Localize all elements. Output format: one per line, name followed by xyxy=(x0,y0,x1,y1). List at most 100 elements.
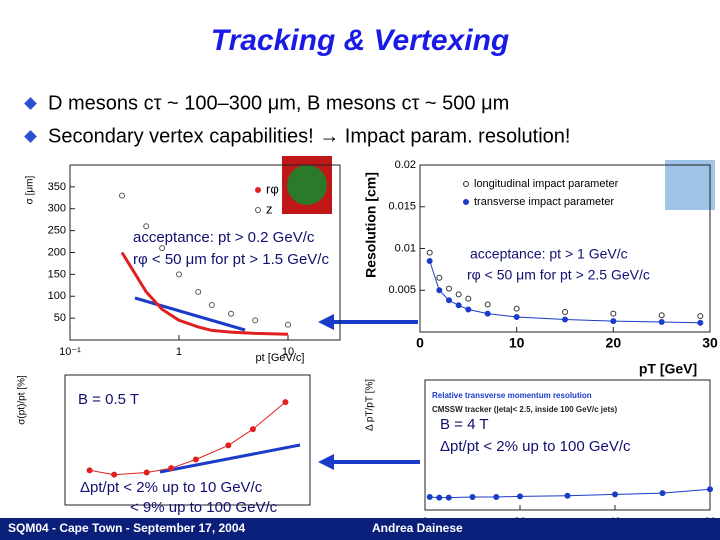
y-axis-label: σ [μm] xyxy=(25,175,36,204)
y-tick-label: 0.02 xyxy=(395,159,416,171)
data-point xyxy=(168,465,175,472)
plot-frame xyxy=(424,379,711,511)
y-tick-label: 100 xyxy=(48,290,66,302)
y-tick-label: 300 xyxy=(48,203,66,215)
y-tick-label: 0.005 xyxy=(388,284,416,296)
x-tick-label: 10⁻¹ xyxy=(59,346,81,358)
x-axis-label: pT [GeV] xyxy=(639,361,697,377)
bullet-icon xyxy=(24,130,37,143)
data-point xyxy=(484,310,491,317)
y-tick-label: 350 xyxy=(48,181,66,193)
data-point xyxy=(513,305,520,312)
x-tick-label: 20 xyxy=(606,335,622,351)
slide-title: Tracking & Vertexing xyxy=(211,24,509,57)
x-tick-label: 10 xyxy=(509,335,525,351)
data-point xyxy=(436,274,443,281)
legend-label: CMSSW tracker (|eta|< 2.5, inside 100 Ge… xyxy=(432,405,618,414)
y-axis-label: Resolution [cm] xyxy=(363,172,379,278)
data-point xyxy=(612,491,618,498)
data-point xyxy=(143,223,150,230)
x-tick-label: 10 xyxy=(282,346,294,358)
annotation: acceptance: pt > 0.2 GeV/c xyxy=(133,229,315,246)
legend-marker xyxy=(463,199,469,205)
data-point xyxy=(208,302,215,308)
arrow-head xyxy=(318,314,334,330)
data-point xyxy=(111,471,118,478)
highlight-line xyxy=(134,296,246,332)
footer-text: SQM04 - Cape Town - September 17, 2004 xyxy=(8,521,246,535)
y-tick-label: 150 xyxy=(48,268,66,280)
data-point xyxy=(436,494,443,501)
annotation: B = 0.5 T xyxy=(78,391,139,408)
series-line xyxy=(89,401,286,476)
y-tick-label: 250 xyxy=(48,225,66,237)
legend-marker xyxy=(255,207,261,213)
data-point xyxy=(697,319,704,326)
highlight-line xyxy=(159,443,301,474)
legend-marker xyxy=(463,181,469,187)
data-point xyxy=(282,399,289,406)
data-point xyxy=(426,494,433,500)
data-point xyxy=(446,285,452,292)
bullet-text: D mesons cτ ~ 100–300 μm, B mesons cτ ~ … xyxy=(48,92,509,114)
data-point xyxy=(228,310,235,317)
annotation: rφ < 50 μm for pt > 2.5 GeV/c xyxy=(467,267,650,283)
series-line xyxy=(429,488,711,499)
y-tick-label: 50 xyxy=(54,312,66,324)
x-axis-label: pt [GeV/c] xyxy=(256,352,305,364)
data-point xyxy=(225,442,232,449)
data-point xyxy=(465,306,472,313)
y-tick-label: 0.01 xyxy=(395,242,416,254)
data-point xyxy=(658,312,665,319)
y-axis-label: Δ pT/pT [%] xyxy=(365,379,376,431)
data-point xyxy=(562,308,568,315)
data-point xyxy=(455,302,462,309)
footer-bar xyxy=(0,518,720,540)
legend-label: Relative transverse momentum resolution xyxy=(432,391,592,400)
y-tick-label: 0.015 xyxy=(388,201,416,213)
annotation: B = 4 T xyxy=(440,416,489,433)
data-point xyxy=(564,492,571,499)
arrow-head xyxy=(318,454,334,470)
legend-label: longitudinal impact parameter xyxy=(474,178,619,190)
data-point xyxy=(659,490,666,497)
data-point xyxy=(445,494,452,501)
annotation: Δpt/pt < 2% up to 10 GeV/c xyxy=(80,479,263,496)
data-point xyxy=(86,467,93,474)
data-point xyxy=(610,318,617,325)
data-point xyxy=(119,192,126,199)
x-tick-label: 30 xyxy=(702,335,718,351)
bullet-text: Secondary vertex capabilities! → Impact … xyxy=(48,125,570,147)
data-point xyxy=(284,321,291,328)
legend-marker xyxy=(255,187,261,193)
data-point xyxy=(175,271,182,278)
annotation: < 9% up to 100 GeV/c xyxy=(130,499,278,516)
data-point xyxy=(455,291,462,298)
cms-logo xyxy=(665,160,715,210)
data-point xyxy=(465,295,472,302)
data-point xyxy=(446,297,452,304)
x-tick-label: 0 xyxy=(416,335,424,351)
legend-label: rφ xyxy=(266,181,279,196)
data-point xyxy=(195,288,202,295)
annotation: acceptance: pt > 1 GeV/c xyxy=(470,246,628,262)
data-point xyxy=(469,494,476,500)
plot-frame xyxy=(64,374,311,506)
legend-label: z xyxy=(266,201,273,216)
x-tick-label: 1 xyxy=(176,346,182,358)
data-point xyxy=(513,313,520,320)
data-point xyxy=(159,245,166,252)
data-point xyxy=(707,486,713,493)
data-point xyxy=(426,258,433,265)
data-point xyxy=(192,456,199,463)
data-point xyxy=(610,310,617,317)
data-point xyxy=(436,287,443,294)
annotation: Δpt/pt < 2% up to 100 GeV/c xyxy=(440,438,631,455)
detector-logo xyxy=(287,165,327,205)
data-point xyxy=(697,313,704,320)
y-tick-label: 200 xyxy=(48,246,66,258)
series-line xyxy=(120,251,289,336)
